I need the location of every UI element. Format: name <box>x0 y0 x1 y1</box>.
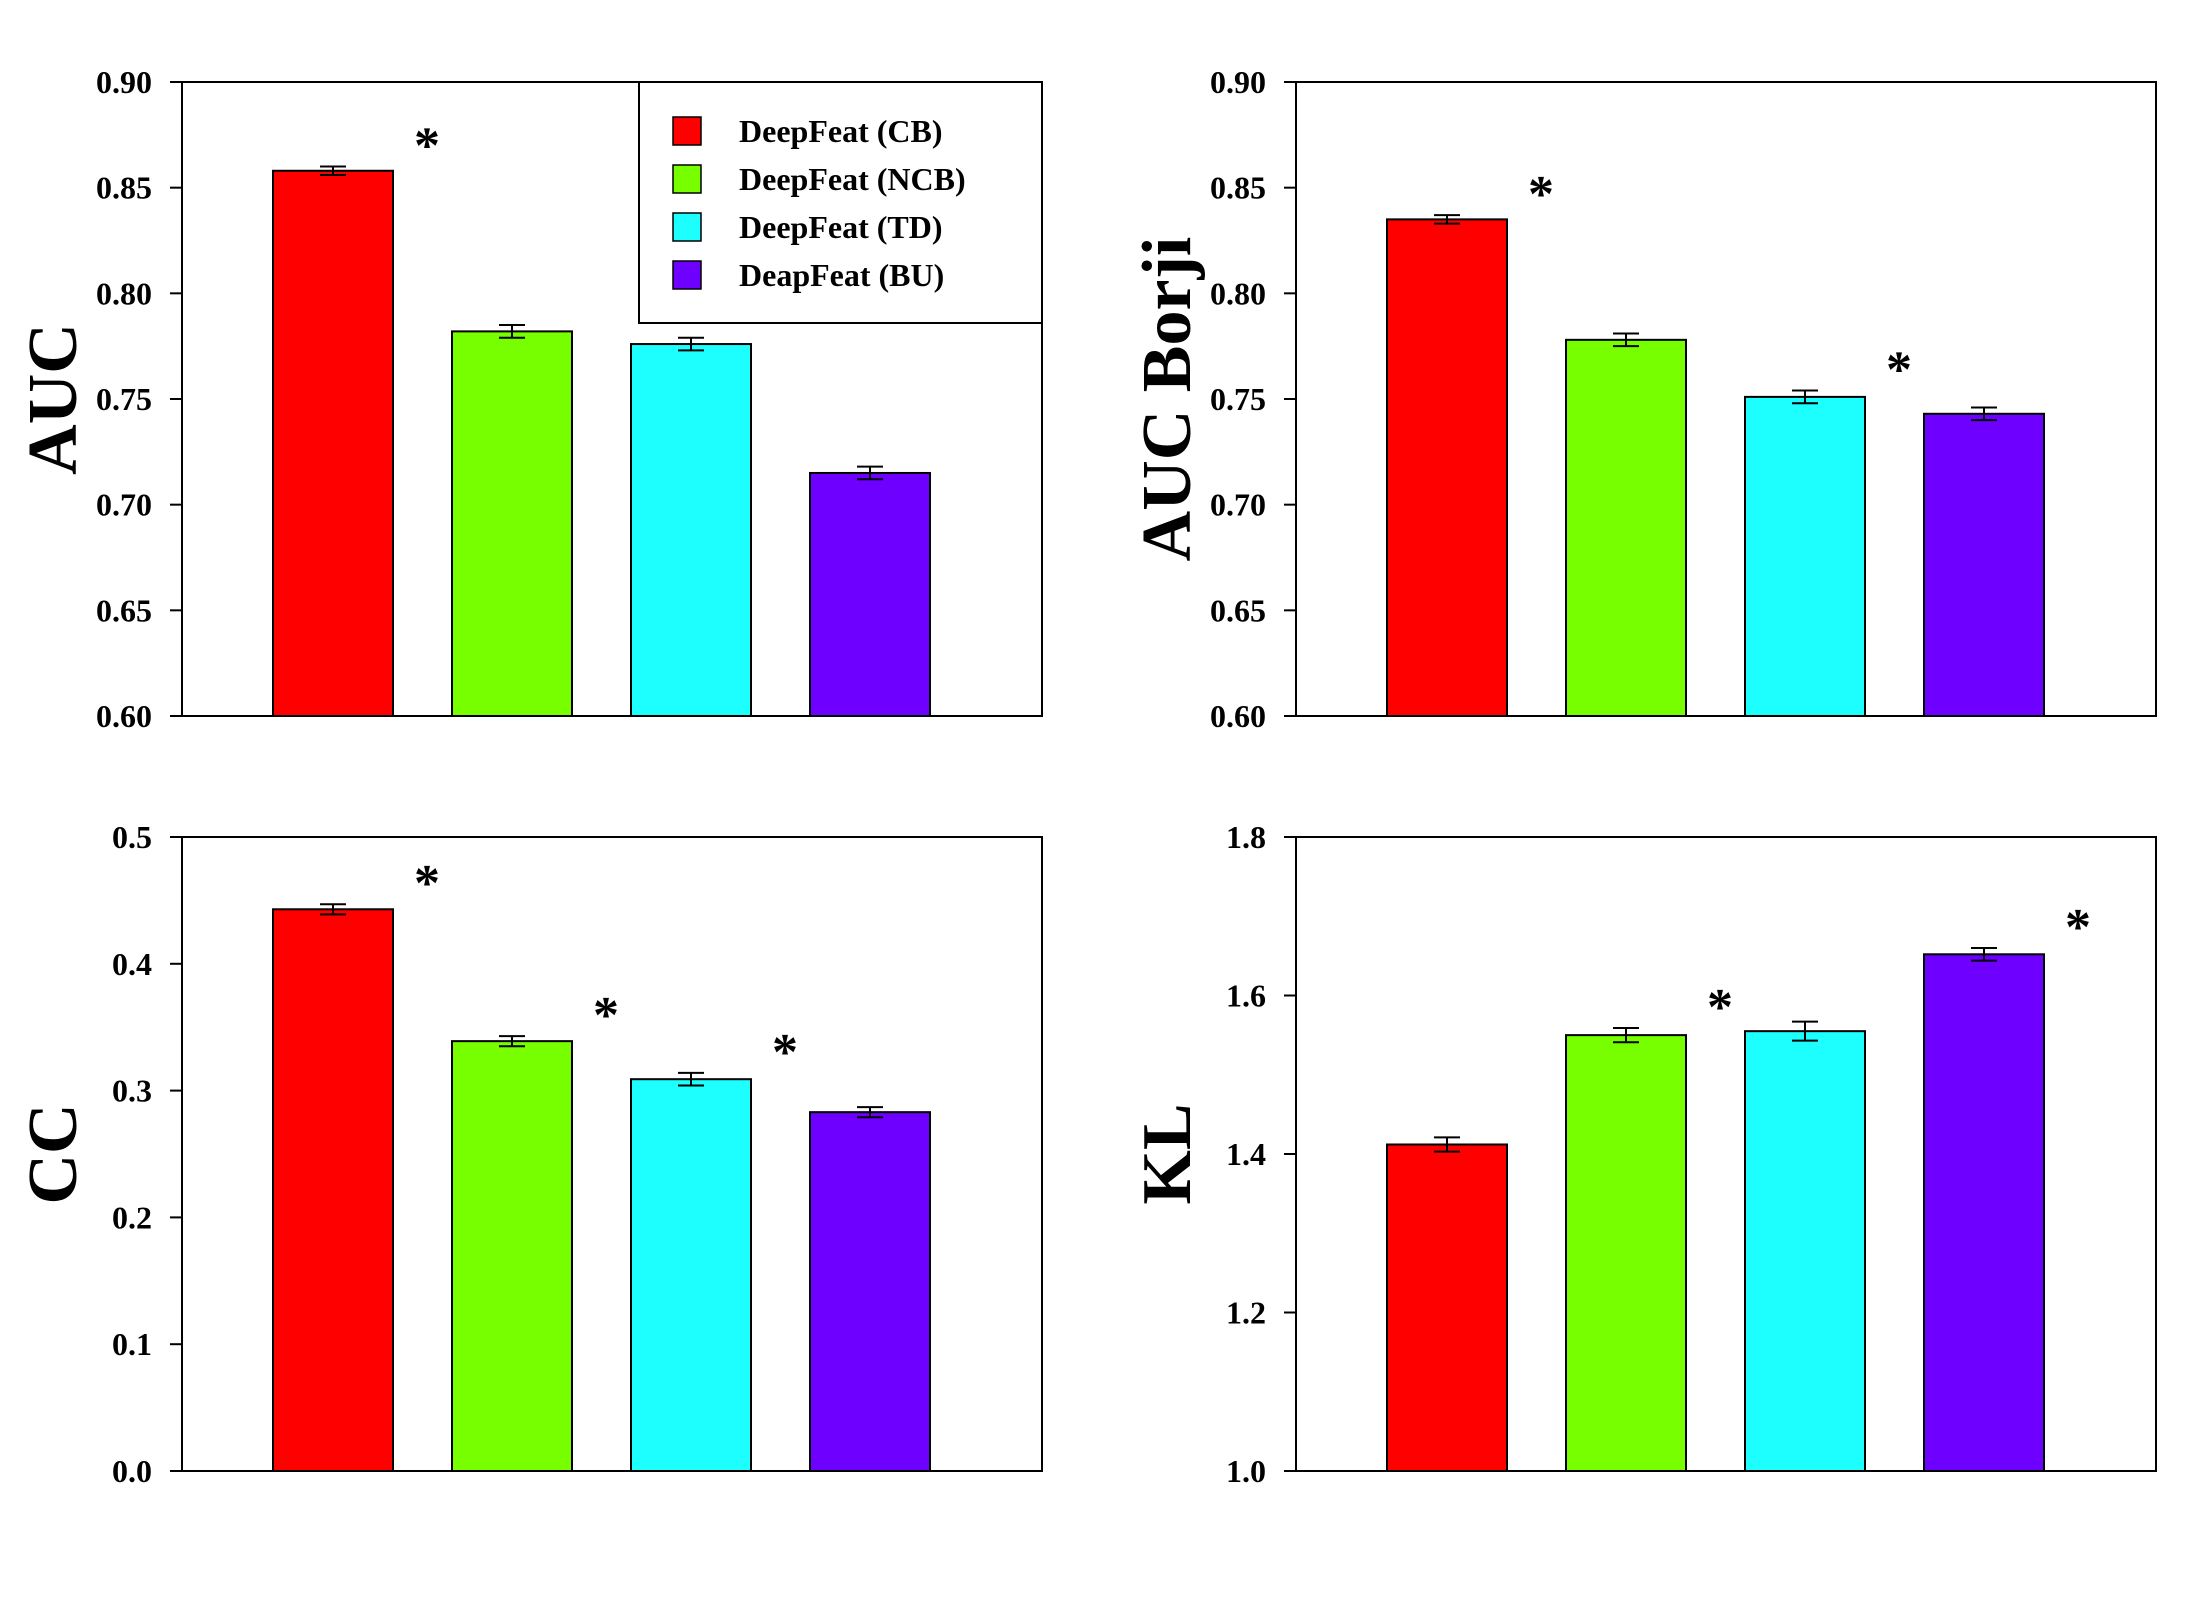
significance-marker: * <box>1528 166 1554 223</box>
y-axis-label: AUC <box>15 323 92 475</box>
y-axis-label: KL <box>1129 1103 1206 1204</box>
significance-marker: * <box>593 987 619 1044</box>
y-tick-label: 1.0 <box>1226 1453 1266 1489</box>
y-tick-label: 0.3 <box>112 1073 152 1109</box>
axes-frame <box>181 81 1043 717</box>
error-bar <box>678 1071 704 1087</box>
y-tick-label: 0.60 <box>96 698 152 734</box>
bar <box>272 169 394 717</box>
bar <box>809 471 931 718</box>
bar <box>630 343 752 717</box>
bar <box>451 330 573 717</box>
y-tick-label: 1.6 <box>1226 978 1266 1014</box>
error-bar <box>857 465 883 481</box>
axes-frame <box>181 836 1043 1472</box>
y-tick-label: 0.65 <box>96 592 152 628</box>
legend-box <box>638 81 1043 324</box>
significance-marker: * <box>414 118 440 175</box>
y-tick-label: 0.4 <box>112 946 152 982</box>
y-tick-label: 0.80 <box>96 275 152 311</box>
legend-swatch <box>672 212 702 242</box>
bar <box>272 908 394 1472</box>
y-tick-label: 0.2 <box>112 1199 152 1235</box>
bar <box>1923 412 2045 717</box>
bar <box>1744 395 1866 717</box>
y-tick-label: 0.0 <box>112 1453 152 1489</box>
legend-swatch <box>672 164 702 194</box>
error-bar <box>1434 1136 1460 1153</box>
y-tick-label: 0.75 <box>96 381 152 417</box>
bar <box>630 1078 752 1472</box>
legend: DeepFeat (CB) DeepFeat (NCB) DeepFeat (TD)… <box>638 81 1043 324</box>
legend-swatch <box>672 116 702 146</box>
significance-marker: * <box>1886 342 1912 399</box>
panel-cc: * * * 0.0 0.1 0.2 0.3 0.4 0.5 CC <box>15 819 1043 1489</box>
bar <box>451 1040 573 1472</box>
error-bar <box>320 903 346 916</box>
bar <box>1565 338 1687 717</box>
error-bar <box>320 165 346 176</box>
axes-frame <box>1295 836 2157 1472</box>
error-bar <box>1434 214 1460 225</box>
error-bar <box>1971 946 1997 962</box>
legend-swatch <box>672 260 702 290</box>
bar <box>1386 218 1508 717</box>
error-bar <box>499 1035 525 1048</box>
legend-label: DeepFeat (NCB) <box>739 161 966 197</box>
error-bar <box>1971 406 1997 422</box>
bar <box>1386 1143 1508 1472</box>
y-tick-label: 0.65 <box>1210 592 1266 628</box>
significance-marker: * <box>2065 899 2091 956</box>
bar <box>1565 1034 1687 1472</box>
y-tick-label: 1.2 <box>1226 1295 1266 1331</box>
y-tick-label: 1.8 <box>1226 819 1266 855</box>
y-tick-label: 0.75 <box>1210 381 1266 417</box>
axes-frame <box>1295 81 2157 717</box>
error-bar <box>1613 332 1639 348</box>
y-tick-label: 1.4 <box>1226 1136 1266 1172</box>
y-tick-label: 0.85 <box>96 170 152 206</box>
y-tick-label: 0.70 <box>1210 487 1266 523</box>
error-bar <box>1792 1020 1818 1042</box>
legend-label: DeepFeat (CB) <box>739 113 942 149</box>
y-tick-label: 0.80 <box>1210 275 1266 311</box>
significance-marker: * <box>414 855 440 912</box>
legend-label: DeepFeat (TD) <box>739 209 942 245</box>
panel-kl: * * 1.0 1.2 1.4 1.6 1.8 KL <box>1129 819 2157 1489</box>
y-axis-label: CC <box>15 1103 92 1204</box>
error-bar <box>678 336 704 352</box>
error-bar <box>1792 389 1818 405</box>
y-tick-label: 0.60 <box>1210 698 1266 734</box>
significance-marker: * <box>772 1024 798 1081</box>
error-bar <box>857 1106 883 1119</box>
y-tick-label: 0.90 <box>96 64 152 100</box>
y-tick-label: 0.90 <box>1210 64 1266 100</box>
bar <box>1744 1030 1866 1472</box>
error-bar <box>1613 1026 1639 1044</box>
error-bar <box>499 324 525 339</box>
y-tick-label: 0.85 <box>1210 170 1266 206</box>
bar <box>809 1111 931 1472</box>
bar <box>1923 953 2045 1472</box>
y-tick-label: 0.70 <box>96 487 152 523</box>
significance-marker: * <box>1707 979 1733 1036</box>
y-axis-label: AUC Borji <box>1129 237 1206 562</box>
legend-label: DeapFeat (BU) <box>739 257 944 293</box>
panel-auc-borji: * * 0.60 0.65 0.70 0.75 0.80 0.85 0.90 AUC Borji <box>1129 64 2157 734</box>
y-tick-label: 0.1 <box>112 1326 152 1362</box>
y-tick-label: 0.5 <box>112 819 152 855</box>
